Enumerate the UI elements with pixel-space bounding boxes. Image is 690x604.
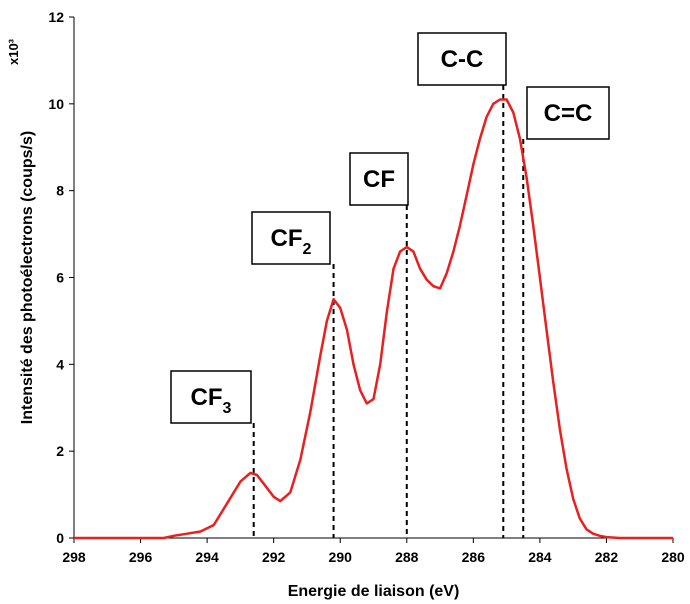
peak-label-text: CF [191, 384, 223, 411]
y-tick-label: 8 [56, 183, 64, 199]
x-tick-label: 294 [195, 549, 219, 565]
y-tick-label: 0 [56, 530, 64, 546]
spectrum-line [74, 98, 673, 540]
peak-label-text: C-C [441, 46, 484, 73]
y-axis-title: Intensité des photoélectrons (coups/s) [19, 131, 36, 424]
x-axis-title: Energie de liaison (eV) [288, 583, 460, 600]
y-tick-label: 12 [48, 9, 64, 25]
peak-label-box-ceqc [526, 86, 610, 140]
peak-label-cc: C-C [441, 46, 484, 73]
peak-label-subscript: 2 [303, 241, 312, 258]
x-tick-label: 298 [62, 549, 86, 565]
peak-label-cf2: CF2 [271, 225, 312, 258]
y-tick-label: 4 [56, 356, 64, 372]
y-axis-multiplier: x10³ [6, 38, 21, 65]
peak-label-text: CF [363, 166, 395, 193]
x-tick-label: 288 [395, 549, 419, 565]
x-tick-label: 286 [462, 549, 486, 565]
x-tick-label: 280 [661, 549, 685, 565]
y-tick-label: 6 [56, 270, 64, 286]
y-axis-ticks: 0 2 4 6 8 10 12 [48, 9, 74, 546]
peak-label-box-cc [417, 32, 507, 86]
x-axis-ticks: 298 296 294 292 290 288 286 284 282 280 [62, 538, 685, 565]
x-tick-label: 290 [329, 549, 353, 565]
x-tick-label: 296 [129, 549, 153, 565]
peak-label-box-cf2 [251, 211, 331, 265]
peak-label-ceqc: C=C [544, 100, 593, 127]
peak-label-box-cf3 [170, 370, 252, 424]
y-tick-label: 2 [56, 443, 64, 459]
peak-label-text: CF [271, 225, 303, 252]
peak-label-box-cf [349, 152, 409, 206]
x-tick-label: 292 [262, 549, 286, 565]
x-tick-label: 282 [595, 549, 619, 565]
y-tick-label: 10 [48, 96, 64, 112]
peak-label-subscript: 3 [223, 400, 232, 417]
peak-label-cf: CF [363, 166, 395, 193]
axes [73, 17, 673, 539]
peak-label-cf3: CF3 [191, 384, 232, 417]
x-tick-label: 284 [528, 549, 552, 565]
peak-label-text: C=C [544, 100, 593, 127]
